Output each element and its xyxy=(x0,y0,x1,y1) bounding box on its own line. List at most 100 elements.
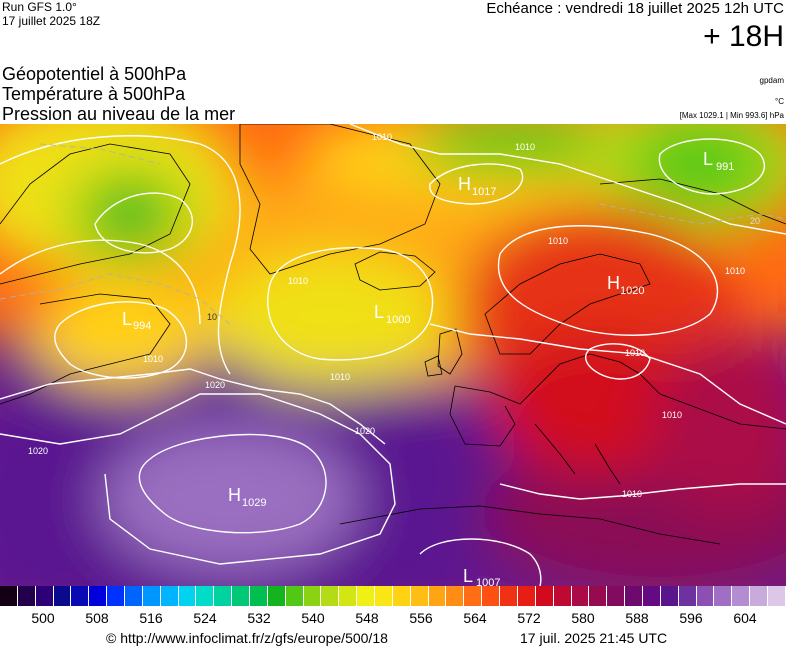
scale-swatch xyxy=(178,586,197,606)
scale-label: 572 xyxy=(517,610,541,626)
scale-swatch xyxy=(357,586,376,606)
generated-time: 17 juil. 2025 21:45 UTC xyxy=(520,630,668,646)
scale-label: 532 xyxy=(247,610,271,626)
pressure-centers: H 1017 L 991 L 994 L 1000 H 1020 H 1029 … xyxy=(122,149,734,586)
pressure-center-value: 994 xyxy=(133,320,151,332)
scale-swatch xyxy=(446,586,465,606)
scale-swatch xyxy=(267,586,286,606)
scale-swatch xyxy=(660,586,679,606)
forecast-step: + 18H xyxy=(703,20,784,53)
scale-swatch xyxy=(607,586,626,606)
unit-temperature: °C xyxy=(775,97,784,106)
scale-swatch xyxy=(482,586,501,606)
scale-swatch xyxy=(428,586,447,606)
isobar-label: 1020 xyxy=(205,380,225,390)
scale-swatch xyxy=(392,586,411,606)
scale-swatch xyxy=(303,586,322,606)
scale-swatch xyxy=(0,586,18,606)
pressure-center-marker: L xyxy=(122,309,132,329)
temperature-isotherms xyxy=(0,143,786,325)
scale-swatch xyxy=(410,586,429,606)
unit-geopotential: gpdam xyxy=(759,76,784,85)
scale-swatch xyxy=(339,586,358,606)
scale-label: 548 xyxy=(355,610,379,626)
pressure-center-value: 1007 xyxy=(476,577,500,586)
scale-label: 540 xyxy=(301,610,325,626)
field-temperature-title: Température à 500hPa xyxy=(2,84,186,104)
pressure-center-value: 1017 xyxy=(472,186,496,198)
isobar-label: 1010 xyxy=(143,354,163,364)
scale-swatch xyxy=(142,586,161,606)
scale-swatch xyxy=(767,586,786,606)
scale-swatch xyxy=(642,586,661,606)
forecast-validity: Echéance : vendredi 18 juillet 2025 12h … xyxy=(486,0,784,17)
scale-label: 508 xyxy=(85,610,109,626)
color-scale xyxy=(0,586,786,606)
isobar-label: 1010 xyxy=(662,410,682,420)
scale-swatch xyxy=(553,586,572,606)
pressure-center-value: 991 xyxy=(716,161,734,173)
scale-swatch xyxy=(535,586,554,606)
isobar-label: 1010 xyxy=(548,236,568,246)
coastlines xyxy=(0,124,786,545)
isotherm-label: 10 xyxy=(207,312,217,322)
pressure-center-value: 1029 xyxy=(242,497,266,509)
pressure-center-marker: H xyxy=(458,174,471,194)
scale-swatch xyxy=(678,586,697,606)
isobar-label: 1010 xyxy=(622,489,642,499)
scale-label: 604 xyxy=(733,610,757,626)
isotherm-label: 20 xyxy=(750,216,760,226)
scale-swatch xyxy=(500,586,518,606)
scale-swatch xyxy=(517,586,536,606)
isobar-label: 1020 xyxy=(355,426,375,436)
geopotential-field xyxy=(0,124,786,586)
scale-swatch xyxy=(285,586,304,606)
isobar-label: 1010 xyxy=(330,372,350,382)
scale-label: 516 xyxy=(139,610,163,626)
scale-swatch xyxy=(125,586,143,606)
scale-swatch xyxy=(107,586,126,606)
scale-swatch xyxy=(71,586,90,606)
scale-swatch xyxy=(232,586,251,606)
weather-map[interactable]: H 1017 L 991 L 994 L 1000 H 1020 H 1029 … xyxy=(0,124,786,586)
pressure-center-marker: H xyxy=(607,273,620,293)
pressure-center-marker: L xyxy=(463,566,473,586)
scale-swatch xyxy=(571,586,590,606)
isobar-label: 1010 xyxy=(288,276,308,286)
scale-swatch xyxy=(714,586,733,606)
pressure-center-value: 1020 xyxy=(620,285,644,297)
run-date: 17 juillet 2025 18Z xyxy=(2,14,101,28)
isobar-label: 1010 xyxy=(372,132,392,142)
scale-swatch xyxy=(696,586,715,606)
isobar-label: 1020 xyxy=(28,446,48,456)
scale-swatch xyxy=(35,586,54,606)
source-url: © http://www.infoclimat.fr/z/gfs/europe/… xyxy=(106,630,388,646)
pressure-center-marker: H xyxy=(228,485,241,505)
field-geopotential-title: Géopotentiel à 500hPa xyxy=(2,64,187,84)
run-label: Run GFS 1.0° xyxy=(2,0,77,14)
scale-label: 564 xyxy=(463,610,487,626)
scale-label: 580 xyxy=(571,610,595,626)
scale-swatch xyxy=(375,586,393,606)
scale-label: 588 xyxy=(625,610,649,626)
scale-swatch xyxy=(732,586,751,606)
isobars xyxy=(0,124,786,586)
scale-label: 524 xyxy=(193,610,217,626)
scale-swatch xyxy=(89,586,108,606)
scale-swatch xyxy=(625,586,643,606)
scale-swatch xyxy=(196,586,215,606)
isobar-label: 1010 xyxy=(515,142,535,152)
pressure-center-value: 1000 xyxy=(386,314,410,326)
isobar-label: 1010 xyxy=(625,348,645,358)
scale-swatch xyxy=(17,586,36,606)
color-scale-labels: 500 508 516 524 532 540 548 556 564 572 580 588 596 6… xyxy=(0,610,786,628)
isobar-label: 1010 xyxy=(725,266,745,276)
pressure-center-marker: L xyxy=(703,149,713,169)
scale-swatch xyxy=(589,586,608,606)
scale-swatch xyxy=(214,586,233,606)
scale-swatch xyxy=(750,586,768,606)
scale-label: 500 xyxy=(31,610,55,626)
scale-label: 556 xyxy=(409,610,433,626)
scale-swatch xyxy=(160,586,179,606)
scale-swatch xyxy=(321,586,340,606)
